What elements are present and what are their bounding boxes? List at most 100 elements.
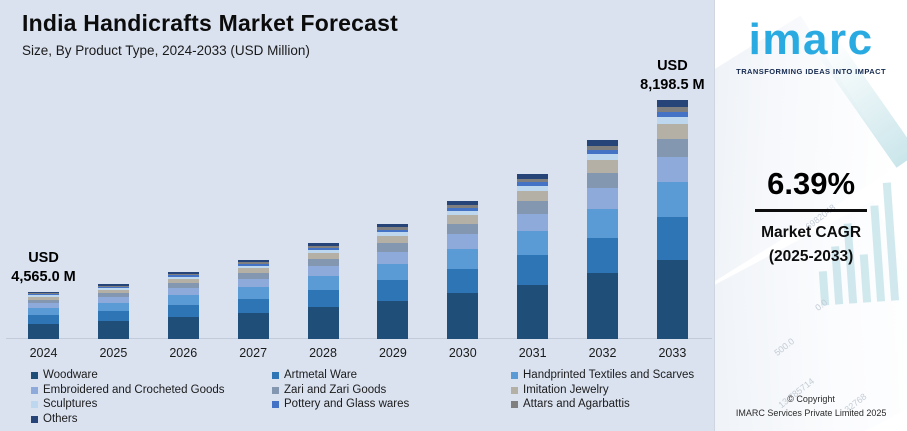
segment-woodware [97, 320, 129, 339]
segment-others [167, 272, 199, 275]
legend-item-handprinted-textiles-and-scarves: Handprinted Textiles and Scarves [511, 369, 694, 383]
x-axis-label-2030: 2030 [448, 346, 477, 360]
x-axis-label-2032: 2032 [588, 346, 617, 360]
legend-swatch-imitation-jewelry [511, 386, 518, 394]
stacked-bar-2032 [587, 140, 618, 339]
segment-others [28, 292, 59, 294]
cagr-value: 6.39% [767, 166, 856, 201]
segment-sculptures [97, 287, 129, 290]
copyright-line1: © Copyright [787, 394, 835, 404]
segment-handprinted-textiles-and-scarves [517, 230, 549, 255]
legend-swatch-attars-and-agarbattis [511, 401, 518, 409]
cagr-divider [755, 209, 868, 212]
bar-column-2024: USD 4,565.0 M 2024 [11, 250, 76, 360]
segment-attars-and-agarbattis [377, 227, 409, 230]
legend-item-embroidered-and-crocheted-goods: Embroidered and Crocheted Goods [31, 384, 272, 398]
segment-sculptures [517, 185, 549, 191]
brand-panel: 500.0 0.0 6982048 13.785714 32768 imarc TRAN… [714, 0, 907, 431]
segment-zari-and-zari-goods [97, 293, 129, 298]
value-label-line: 4,565.0 M [11, 268, 76, 285]
stacked-bar-2024 [28, 292, 59, 339]
stacked-bar-2031 [517, 174, 549, 339]
segment-sculptures [656, 117, 688, 125]
segment-pottery-and-glass-wares [97, 286, 129, 288]
segment-sculptures [587, 154, 618, 161]
segment-sculptures [447, 210, 479, 216]
segment-imitation-jewelry [167, 278, 199, 284]
legend-swatch-pottery-and-glass-wares [272, 401, 279, 409]
segment-others [307, 243, 339, 246]
imarc-logo: imarc [748, 15, 874, 64]
legend-label-artmetal-ware: Artmetal Ware [284, 369, 358, 381]
segment-sculptures [237, 265, 269, 269]
legend-swatch-handprinted-textiles-and-scarves [511, 372, 518, 380]
segment-handprinted-textiles-and-scarves [237, 287, 269, 299]
x-axis-label-2026: 2026 [169, 346, 198, 360]
cagr-label: Market CAGR [761, 224, 862, 241]
segment-handprinted-textiles-and-scarves [447, 248, 479, 269]
legend-item-attars-and-agarbattis: Attars and Agarbattis [511, 398, 694, 412]
segment-embroidered-and-crocheted-goods [28, 303, 59, 309]
stacked-bar-2027 [237, 260, 269, 339]
segment-pottery-and-glass-wares [377, 229, 409, 233]
segment-attars-and-agarbattis [447, 205, 479, 208]
segment-attars-and-agarbattis [656, 107, 688, 112]
segment-attars-and-agarbattis [28, 293, 59, 295]
value-label-2033: USD 8,198.5 M [640, 57, 705, 95]
plot-area: USD 4,565.0 M 2024 2025 2026 2027 2028 2029 2030… [11, 58, 704, 360]
legend-swatch-sculptures [31, 401, 38, 409]
segment-handprinted-textiles-and-scarves [307, 276, 339, 291]
segment-others [377, 224, 409, 228]
segment-woodware [167, 316, 199, 339]
stacked-bar-2028 [307, 243, 339, 339]
segment-imitation-jewelry [307, 252, 339, 259]
cagr-period: (2025-2033) [768, 248, 854, 266]
segment-artmetal-ware [307, 290, 339, 308]
bar-column-2026: 2026 [167, 272, 199, 360]
segment-attars-and-agarbattis [237, 262, 269, 264]
segment-embroidered-and-crocheted-goods [377, 251, 409, 264]
segment-embroidered-and-crocheted-goods [167, 288, 199, 296]
segment-attars-and-agarbattis [307, 245, 339, 248]
segment-artmetal-ware [97, 310, 129, 321]
segment-attars-and-agarbattis [587, 145, 618, 150]
segment-zari-and-zari-goods [447, 223, 479, 235]
bar-column-2028: 2028 [307, 243, 339, 360]
segment-woodware [517, 284, 549, 339]
segment-imitation-jewelry [97, 289, 129, 294]
legend-swatch-woodware [31, 372, 38, 380]
x-axis-label-2033: 2033 [658, 346, 687, 360]
segment-embroidered-and-crocheted-goods [237, 278, 269, 288]
segment-artmetal-ware [517, 254, 549, 285]
segment-attars-and-agarbattis [97, 285, 129, 287]
x-axis-label-2027: 2027 [239, 346, 268, 360]
segment-imitation-jewelry [656, 124, 688, 140]
legend-label-pottery-and-glass-wares: Pottery and Glass wares [284, 398, 410, 410]
stacked-bar-2029 [377, 224, 409, 339]
segment-zari-and-zari-goods [377, 242, 409, 252]
value-label-line: 8,198.5 M [640, 76, 705, 93]
legend-label-woodware: Woodware [43, 369, 98, 381]
segment-pottery-and-glass-wares [307, 247, 339, 250]
segment-others [237, 260, 269, 263]
stacked-bar-2030 [447, 201, 479, 339]
legend-label-zari-and-zari-goods: Zari and Zari Goods [284, 383, 387, 396]
segment-imitation-jewelry [517, 190, 549, 202]
segment-others [587, 140, 618, 146]
legend-item-artmetal-ware: Artmetal Ware [272, 369, 511, 383]
segment-artmetal-ware [237, 298, 269, 313]
segment-others [656, 100, 688, 107]
segment-artmetal-ware [167, 304, 199, 317]
segment-imitation-jewelry [587, 160, 618, 173]
x-axis-label-2029: 2029 [378, 346, 407, 360]
legend-label-others: Others [43, 412, 78, 425]
x-axis-label-2031: 2031 [518, 346, 547, 360]
legend-swatch-embroidered-and-crocheted-goods [31, 386, 38, 394]
segment-embroidered-and-crocheted-goods [97, 297, 129, 303]
bar-column-2027: 2027 [237, 260, 269, 360]
logo-block: imarc TRANSFORMING IDEAS INTO IMPACT [715, 15, 907, 77]
legend-swatch-artmetal-ware [272, 372, 279, 380]
legend-swatch-zari-and-zari-goods [272, 386, 279, 394]
bar-column-2031: 2031 [517, 174, 549, 360]
segment-artmetal-ware [587, 237, 618, 274]
